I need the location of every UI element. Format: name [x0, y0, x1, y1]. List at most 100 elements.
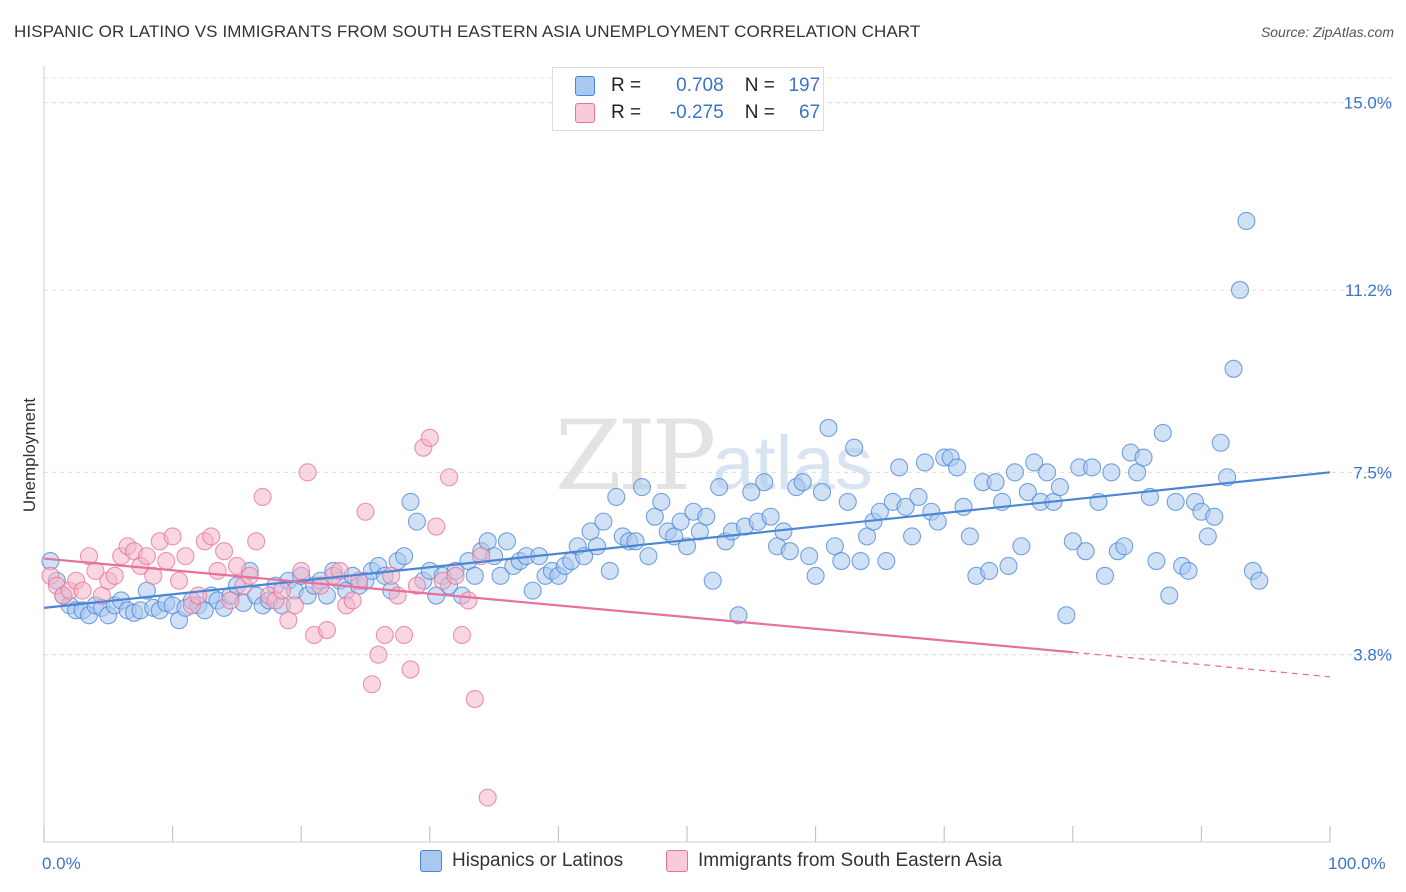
- hispanics-point: [960, 527, 979, 546]
- hispanics-point: [697, 507, 716, 526]
- hispanics-point: [626, 532, 645, 551]
- immigrants-point: [362, 675, 381, 694]
- y-tick-label: 7.5%: [1353, 463, 1392, 482]
- hispanics-point: [1160, 586, 1179, 605]
- hispanics-point: [761, 507, 780, 526]
- hispanics-point: [1025, 453, 1044, 472]
- hispanics-point: [729, 606, 748, 625]
- immigrants-point: [440, 468, 459, 487]
- hispanics-point: [1057, 606, 1076, 625]
- immigrants-point: [292, 561, 311, 580]
- hispanics-point: [1012, 537, 1031, 556]
- hispanics-point: [1063, 532, 1082, 551]
- hispanics-point: [1153, 423, 1172, 442]
- hispanics-point: [896, 497, 915, 516]
- immigrants-point: [311, 576, 330, 595]
- immigrants-point: [163, 527, 182, 546]
- hispanics-point: [465, 566, 484, 585]
- hispanics-point: [1237, 211, 1256, 230]
- hispanics-point: [999, 556, 1018, 576]
- y-tick-label: 3.8%: [1353, 646, 1392, 665]
- immigrants-point: [427, 517, 446, 536]
- x-tick-max: 100.0%: [1328, 854, 1386, 873]
- hispanics-point: [1134, 448, 1153, 467]
- hispanics-point: [497, 532, 517, 551]
- immigrants-point: [144, 566, 163, 585]
- hispanics-trend-line: [43, 471, 1331, 609]
- hispanics-point: [819, 418, 838, 438]
- hispanics-point: [909, 487, 928, 507]
- hispanics-point: [607, 487, 626, 507]
- hispanics-point: [710, 478, 729, 497]
- immigrants-point: [189, 586, 208, 605]
- hispanics-point: [928, 512, 947, 531]
- hispanics-point: [742, 482, 761, 502]
- immigrants-point: [285, 596, 304, 615]
- hispanics-point: [793, 473, 812, 492]
- immigrants-point: [350, 571, 369, 590]
- hispanics-point: [1250, 571, 1269, 590]
- immigrants-point: [272, 581, 291, 600]
- hispanics-point: [1018, 482, 1037, 502]
- legend-r-label: R =: [611, 102, 642, 123]
- legend-swatch-hispanics: [575, 76, 595, 96]
- hispanics-point: [980, 561, 999, 580]
- hispanics-point: [1076, 542, 1095, 561]
- immigrants-point: [317, 621, 336, 640]
- immigrants-trend-extension: [1072, 651, 1331, 678]
- immigrants-trend-line: [43, 557, 1073, 654]
- immigrants-point: [253, 487, 272, 507]
- hispanics-point: [1038, 463, 1057, 482]
- hispanics-point: [1198, 527, 1217, 546]
- hispanics-point: [639, 547, 658, 566]
- hispanics-point: [780, 542, 799, 561]
- immigrants-point: [356, 502, 375, 521]
- hispanics-point: [1005, 463, 1024, 482]
- hispanics-point: [600, 561, 619, 580]
- chart-title: HISPANIC OR LATINO VS IMMIGRANTS FROM SO…: [14, 22, 921, 41]
- hispanics-point: [890, 458, 909, 477]
- bottom-legend-hispanics: Hispanics or Latinos: [420, 850, 623, 872]
- series-hispanics-points: [41, 211, 1269, 630]
- immigrants-point: [214, 542, 234, 561]
- immigrants-point: [202, 527, 221, 546]
- immigrants-point: [459, 591, 478, 610]
- hispanics-point: [587, 537, 607, 556]
- hispanics-point: [806, 566, 825, 585]
- immigrants-point: [157, 551, 176, 571]
- hispanics-point: [948, 458, 967, 477]
- immigrants-point: [401, 660, 420, 679]
- immigrants-point: [247, 532, 266, 551]
- legend-row-hispanics: R = 0.708 N = 197: [575, 73, 820, 99]
- legend-r-value: -0.275: [669, 102, 724, 123]
- hispanics-point: [1147, 551, 1166, 571]
- hispanics-point: [1218, 468, 1237, 487]
- hispanics-point: [954, 497, 973, 516]
- hispanics-point: [1166, 492, 1185, 511]
- axes: [43, 66, 1331, 843]
- hispanics-point: [407, 512, 426, 531]
- legend-n-value: 67: [799, 102, 821, 123]
- hispanics-point: [1083, 458, 1102, 477]
- hispanics-point: [491, 566, 510, 585]
- hispanics-point: [395, 547, 414, 566]
- hispanics-point: [915, 453, 934, 472]
- immigrants-point: [73, 581, 92, 600]
- legend-n-label: N =: [744, 102, 775, 123]
- hispanics-point: [652, 492, 671, 511]
- bottom-legend-label-hispanics: Hispanics or Latinos: [452, 850, 624, 871]
- hispanics-point: [1050, 478, 1069, 497]
- y-tick-label: 15.0%: [1344, 94, 1392, 113]
- bottom-legend-immigrants: Immigrants from South Eastern Asia: [666, 850, 1002, 872]
- series-immigrants-points: [41, 428, 497, 807]
- hispanics-point: [755, 473, 774, 492]
- immigrants-point: [105, 566, 124, 585]
- bottom-legend-label-immigrants: Immigrants from South Eastern Asia: [698, 850, 1003, 871]
- immigrants-point: [420, 428, 439, 447]
- legend-swatch-immigrants: [575, 103, 595, 123]
- hispanics-point: [632, 478, 652, 497]
- bottom-legend-swatch-hispanics: [420, 850, 442, 872]
- source-label: Source: ZipAtlas.com: [1260, 24, 1394, 40]
- bottom-legend-swatch-immigrants: [666, 850, 688, 872]
